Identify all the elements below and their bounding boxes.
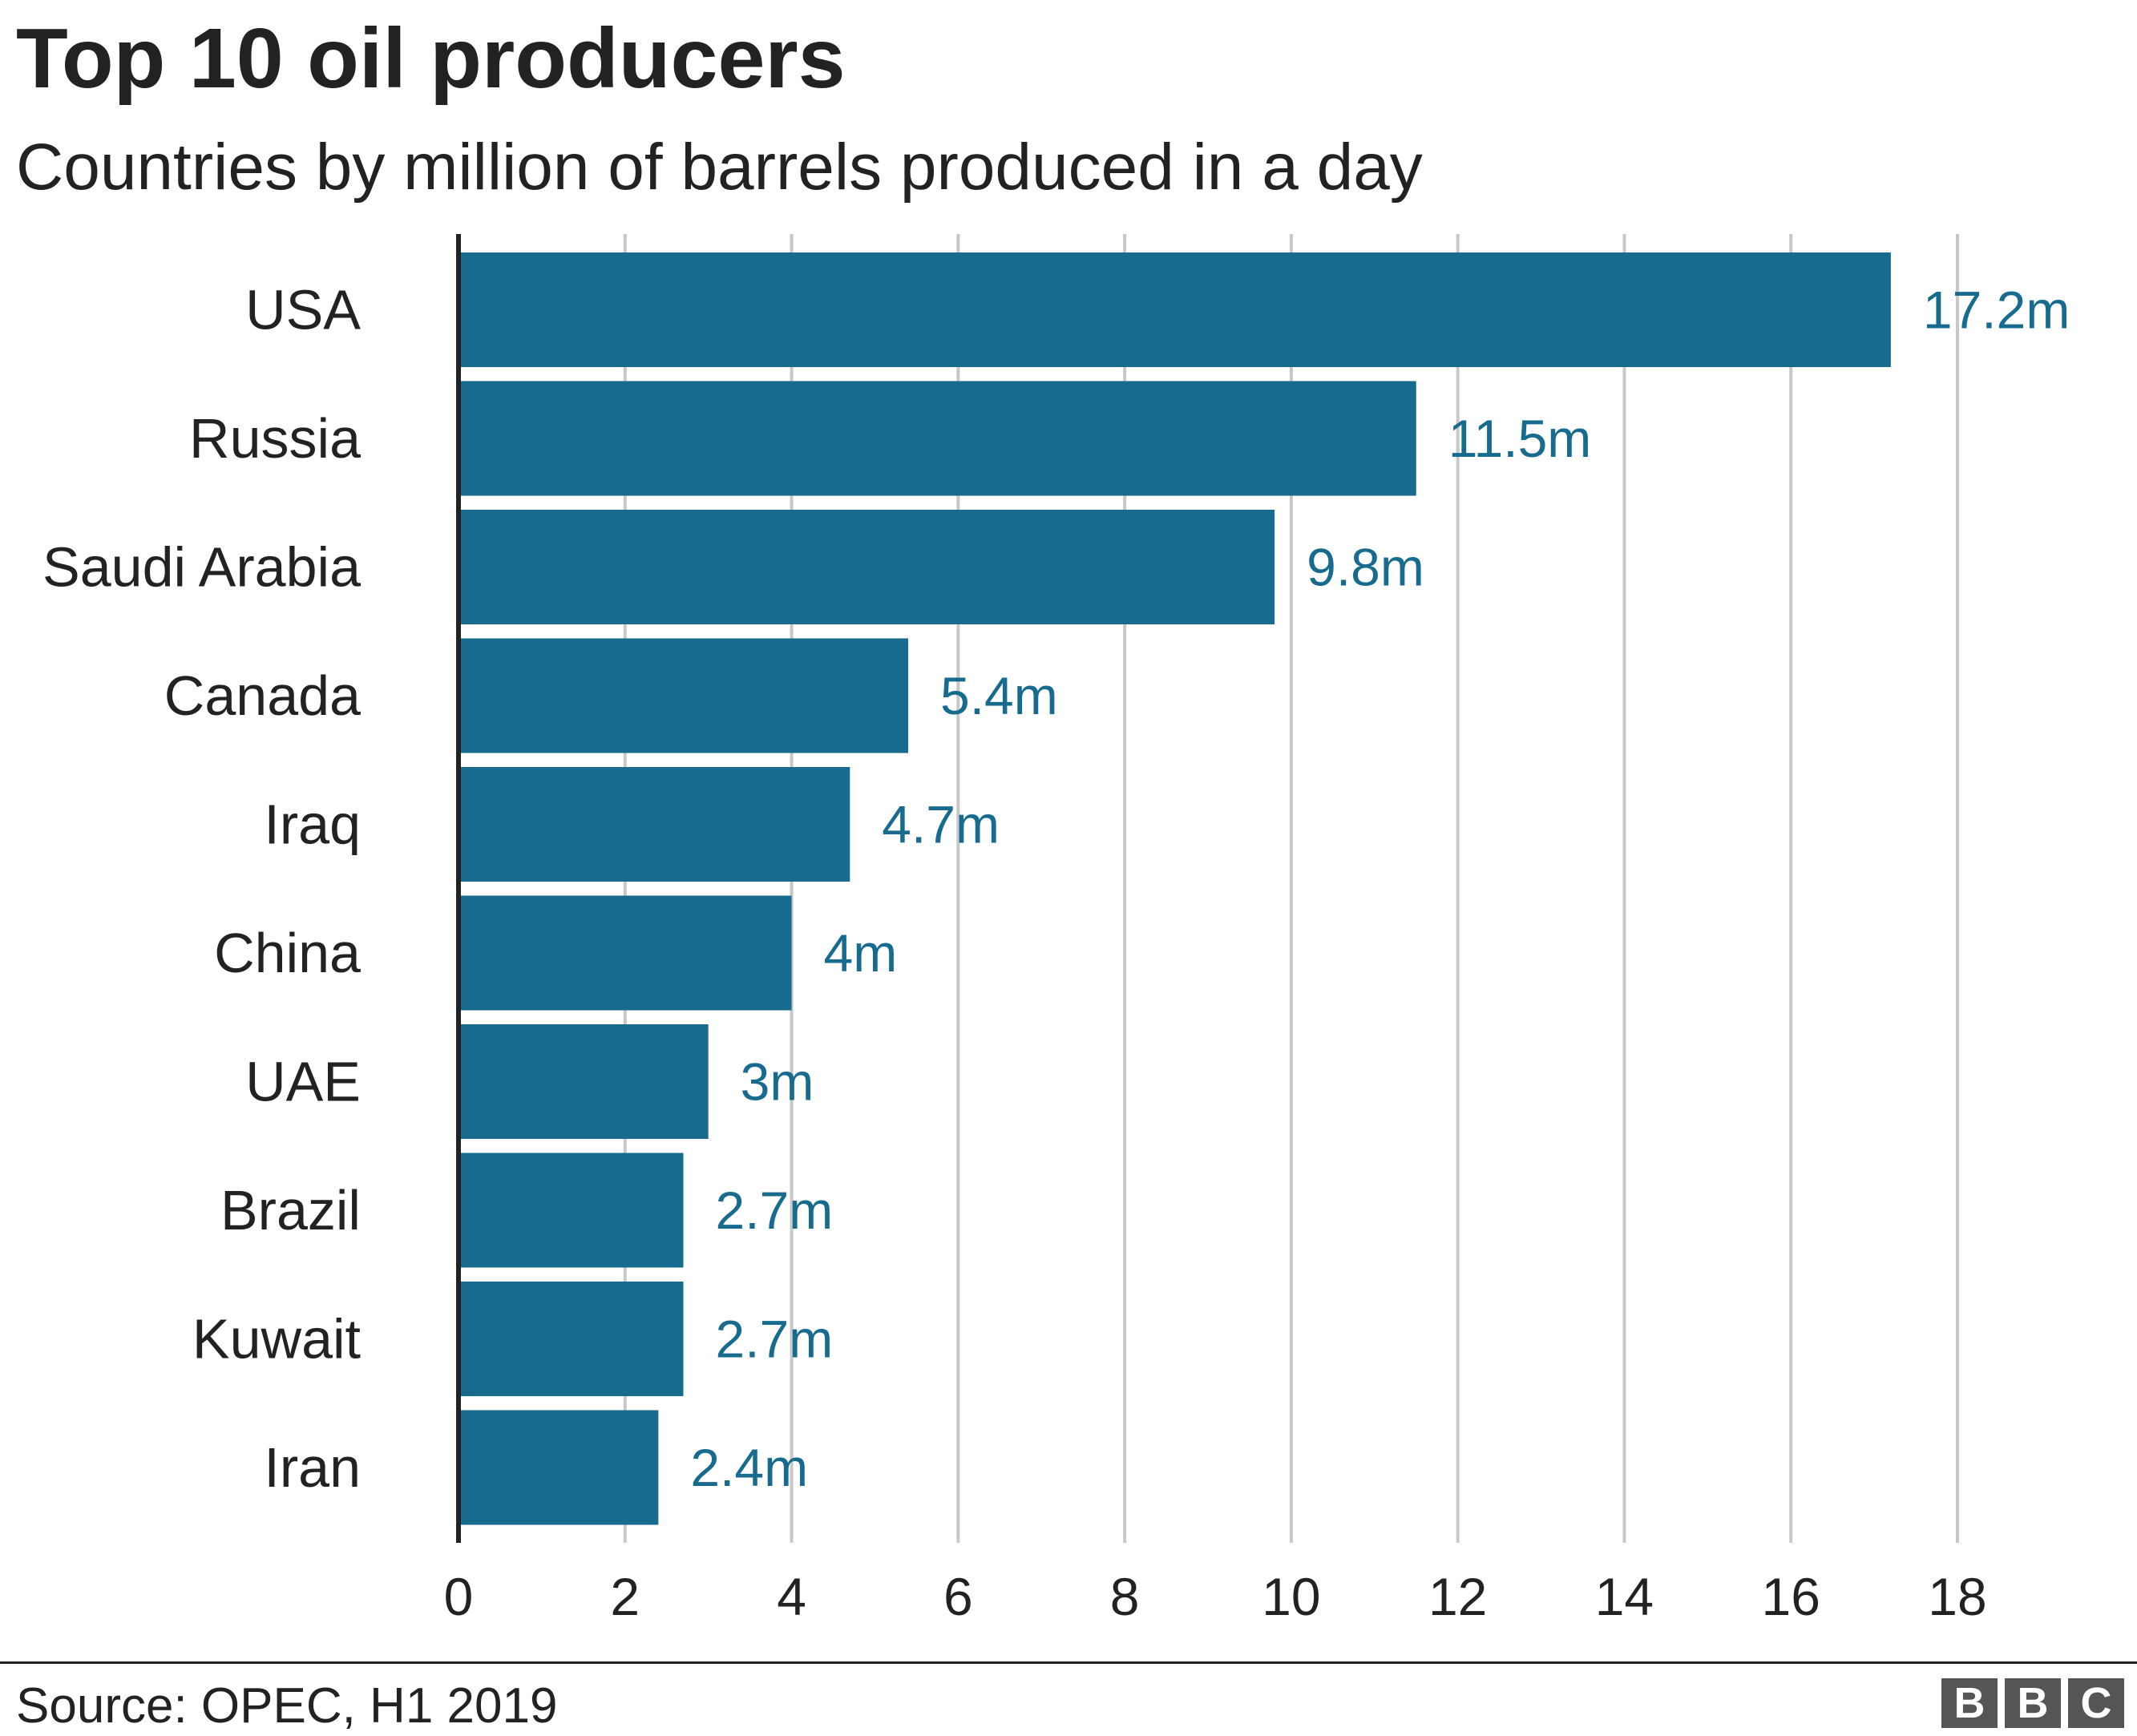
bbc-logo-letter: B [1941,1678,1998,1728]
x-tick-label: 16 [1762,1567,1820,1626]
data-labels: 17.2m 11.5m 9.8m 5.4m 4.7m 4m 3m 2.7m 2.7m 2.4m [690,281,2070,1498]
x-tick-label: 6 [943,1567,973,1626]
data-label: 11.5m [1448,409,1592,468]
category-label: Iran [264,1436,361,1499]
x-tick-label: 12 [1428,1567,1487,1626]
category-label: Kuwait [192,1308,361,1371]
bar-china [459,895,792,1011]
data-label: 4m [824,923,898,983]
x-tick-label: 4 [777,1567,806,1626]
bar-uae [459,1024,709,1139]
chart-title: Top 10 oil producers [16,11,846,106]
bbc-logo-letter: B [2005,1678,2061,1728]
footer-divider [0,1661,2137,1664]
category-label: USA [245,279,361,341]
category-label: China [214,922,361,984]
bar-canada [459,638,908,753]
category-label: Canada [164,664,361,727]
category-label: Iraq [264,793,361,856]
bbc-logo: B B C [1941,1678,2124,1728]
data-label: 17.2m [1923,281,2070,340]
source-note: Source: OPEC, H1 2019 [16,1678,558,1734]
bar-iran [459,1410,659,1525]
x-tick-label: 10 [1262,1567,1320,1626]
x-tick-label: 8 [1110,1567,1140,1626]
x-tick-label: 2 [610,1567,640,1626]
bar-saudi-arabia [459,510,1275,624]
x-tick-label: 0 [444,1567,474,1626]
x-axis-tick-labels: 0 2 4 6 8 10 12 14 16 18 [444,1567,1987,1626]
data-label: 3m [741,1052,814,1112]
category-labels: USA Russia Saudi Arabia Canada Iraq China UAE B… [42,279,361,1500]
category-label: UAE [245,1051,361,1113]
bar-russia [459,381,1416,496]
bars [459,252,1891,1525]
data-label: 9.8m [1307,538,1424,597]
category-label: Brazil [220,1179,361,1241]
bbc-logo-letter: C [2068,1678,2124,1728]
x-tick-label: 18 [1928,1567,1986,1626]
data-label: 2.4m [690,1438,808,1497]
bar-iraq [459,767,850,882]
bar-kuwait [459,1282,684,1396]
x-tick-label: 14 [1595,1567,1654,1626]
data-label: 4.7m [882,795,1000,854]
category-label: Russia [189,407,361,470]
data-label: 5.4m [940,666,1058,725]
bar-chart: 17.2m 11.5m 9.8m 5.4m 4.7m 4m 3m 2.7m 2.7m 2.4m U… [42,234,2070,1626]
data-label: 2.7m [716,1310,834,1369]
bar-usa [459,252,1891,367]
category-label: Saudi Arabia [42,536,361,599]
data-label: 2.7m [716,1181,834,1240]
chart-subtitle: Countries by million of barrels produced… [16,131,1423,204]
bar-brazil [459,1153,684,1268]
